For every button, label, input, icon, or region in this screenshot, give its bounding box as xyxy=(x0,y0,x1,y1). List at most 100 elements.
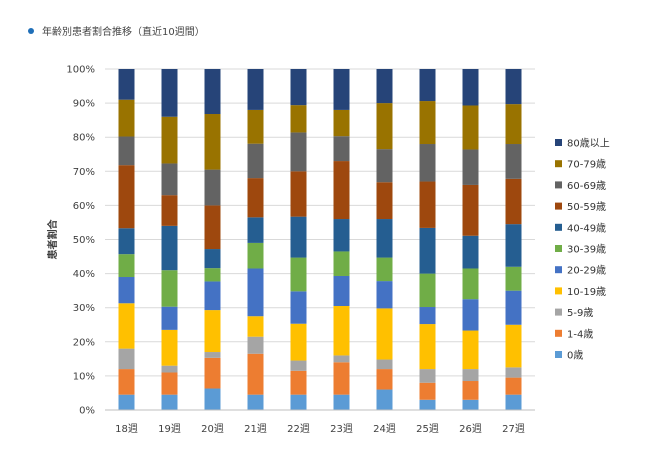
bar-segment xyxy=(333,136,350,162)
bar-segment xyxy=(505,69,522,105)
bar-segment xyxy=(419,324,436,370)
legend-label: 20-29歳 xyxy=(567,265,606,277)
bar-segment xyxy=(118,369,135,395)
bar-segment xyxy=(290,132,307,172)
bar-segment xyxy=(204,310,221,353)
bar-segment xyxy=(204,249,221,269)
bar-segment xyxy=(333,355,350,363)
bar-segment xyxy=(161,69,178,117)
legend-swatch xyxy=(555,139,562,146)
bar-segment xyxy=(333,275,350,306)
bar-segment xyxy=(505,178,522,225)
bar-segment xyxy=(204,69,221,115)
legend-label: 10-19歳 xyxy=(567,286,606,298)
bar-segment xyxy=(161,372,178,395)
legend-swatch xyxy=(555,223,562,231)
bar-segment xyxy=(376,182,393,220)
legend-label: 70-79歳 xyxy=(567,159,606,171)
chart-title-row: 年齢別患者割合推移（直近10週間） xyxy=(28,23,205,38)
legend-label: 50-59歳 xyxy=(567,201,606,213)
y-tick-label: 50% xyxy=(73,235,95,246)
bar-segment xyxy=(247,316,264,337)
x-tick-label: 25週 xyxy=(416,423,439,435)
bar-segment xyxy=(290,105,307,133)
bar-segment xyxy=(290,323,307,361)
bar-segment xyxy=(505,367,522,378)
bar-segment xyxy=(290,370,307,395)
legend-swatch xyxy=(555,202,562,210)
bar-segment xyxy=(247,242,264,269)
bar-segment xyxy=(419,369,436,383)
y-tick-label: 60% xyxy=(73,201,95,212)
bar-segment xyxy=(333,394,350,410)
bar-segment xyxy=(419,144,436,182)
bar-segment xyxy=(462,330,479,370)
bar-segment xyxy=(118,165,135,229)
bar-segment xyxy=(290,216,307,258)
bar-segment xyxy=(247,178,264,218)
legend-swatch xyxy=(555,266,562,274)
bar-segment xyxy=(333,161,350,220)
bar-segment xyxy=(505,224,522,267)
legend-label: 30-39歳 xyxy=(567,244,606,256)
bar-segment xyxy=(462,149,479,185)
bar-segment xyxy=(462,235,479,269)
bar-segment xyxy=(376,69,393,104)
bar-segment xyxy=(505,377,522,395)
legend-swatch xyxy=(555,329,562,337)
x-tick-label: 26週 xyxy=(459,423,482,435)
bar-segment xyxy=(118,348,135,370)
x-tick-label: 21週 xyxy=(244,423,267,435)
bar-segment xyxy=(376,369,393,390)
bar-segment xyxy=(333,69,350,110)
bar-segment xyxy=(204,281,221,311)
y-tick-label: 30% xyxy=(73,303,95,314)
bar-segment xyxy=(419,399,436,410)
bar-segment xyxy=(161,365,178,373)
bar-segment xyxy=(376,219,393,258)
bar-segment xyxy=(419,181,436,228)
legend-swatch xyxy=(555,245,562,252)
bar-segment xyxy=(290,69,307,106)
x-tick-label: 24週 xyxy=(373,423,396,435)
bar-segment xyxy=(376,149,393,183)
bar-segment xyxy=(376,281,393,309)
bar-segment xyxy=(419,273,436,308)
bar-segment xyxy=(419,69,436,102)
legend-label: 40-49歳 xyxy=(567,222,606,234)
bar-segment xyxy=(505,290,522,325)
legend-swatch xyxy=(555,308,562,316)
bar-segment xyxy=(462,299,479,331)
y-tick-label: 20% xyxy=(73,337,95,348)
legend-swatch xyxy=(555,351,562,358)
bar-segment xyxy=(247,217,264,243)
bar-segment xyxy=(462,381,479,400)
bar-segment xyxy=(290,360,307,371)
bar-segment xyxy=(204,205,221,250)
bar-segment xyxy=(505,266,522,291)
y-tick-label: 90% xyxy=(73,99,95,110)
legend-label: 60-69歳 xyxy=(567,180,606,192)
bar-segment xyxy=(247,336,264,354)
bar-segment xyxy=(462,399,479,410)
bar-segment xyxy=(505,324,522,368)
bar-segment xyxy=(505,144,522,179)
bar-segment xyxy=(161,394,178,410)
bar-segment xyxy=(462,105,479,150)
bar-segment xyxy=(333,219,350,252)
bar-segment xyxy=(161,116,178,164)
axes: 0% 10% 20% 30% 40% 50% 60% 70% 80% 90% 100% 患者割合 18週… xyxy=(46,65,535,435)
bar-segment xyxy=(161,195,178,226)
bar-segment xyxy=(204,388,221,410)
bar-segment xyxy=(161,306,178,330)
bar-segment xyxy=(204,357,221,389)
bar-segment xyxy=(333,109,350,137)
x-tick-label: 20週 xyxy=(201,423,224,435)
bar-segment xyxy=(290,171,307,217)
bar-segment xyxy=(118,303,135,349)
legend-swatch xyxy=(555,181,562,189)
bar-segment xyxy=(161,329,178,366)
bar-segment xyxy=(290,394,307,410)
bar-segment xyxy=(247,109,264,144)
bar-segment xyxy=(462,268,479,300)
